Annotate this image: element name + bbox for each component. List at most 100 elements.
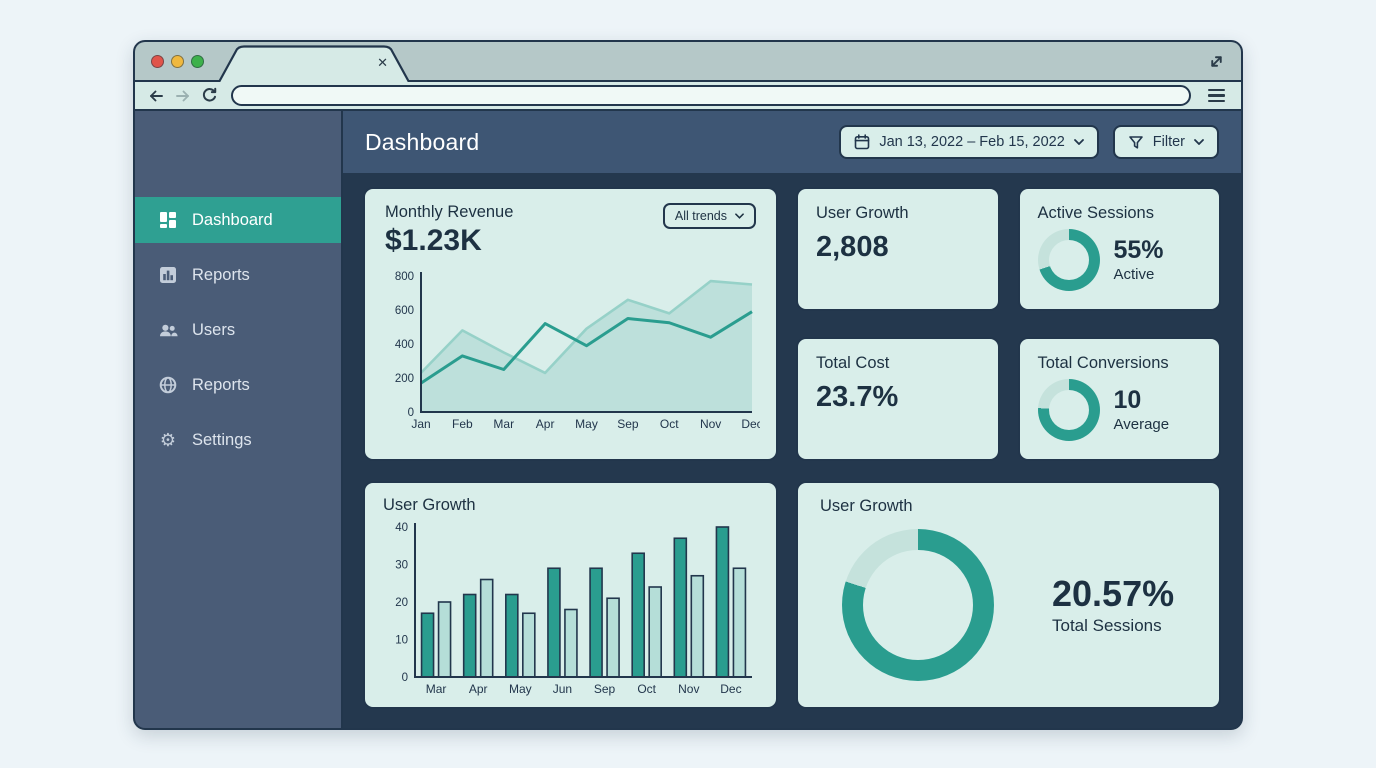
maximize-window-icon[interactable] bbox=[191, 54, 204, 68]
reload-button[interactable] bbox=[201, 87, 218, 104]
sidebar-item-reports-2[interactable]: Reports bbox=[135, 362, 341, 408]
sidebar: Dashboard Reports bbox=[135, 111, 341, 728]
page-title: Dashboard bbox=[365, 128, 480, 155]
date-range-button[interactable]: Jan 13, 2022 – Feb 15, 2022 bbox=[839, 125, 1099, 159]
svg-text:Mar: Mar bbox=[426, 682, 447, 696]
stat-grid: User Growth 2,808 Active Sessions 55% Ac… bbox=[796, 187, 1221, 461]
svg-text:40: 40 bbox=[395, 522, 408, 534]
sessions-percent-value: 20.57% bbox=[1052, 572, 1175, 614]
tab-close-icon[interactable]: ✕ bbox=[377, 55, 388, 70]
svg-text:Nov: Nov bbox=[700, 417, 721, 431]
app-frame: Dashboard Reports bbox=[135, 111, 1241, 728]
svg-text:Oct: Oct bbox=[660, 417, 679, 431]
header-actions: Jan 13, 2022 – Feb 15, 2022 Filter bbox=[839, 125, 1219, 159]
svg-text:Sep: Sep bbox=[594, 682, 616, 696]
user-growth-value: 2,808 bbox=[816, 231, 889, 263]
svg-text:Jun: Jun bbox=[553, 682, 572, 696]
sessions-donut bbox=[842, 528, 994, 681]
card-title: Total Conversions bbox=[1037, 354, 1169, 372]
card-title: Monthly Revenue bbox=[385, 203, 514, 221]
svg-text:Sep: Sep bbox=[617, 417, 639, 431]
svg-text:0: 0 bbox=[408, 407, 414, 419]
sidebar-item-label: Reports bbox=[192, 375, 250, 394]
svg-text:0: 0 bbox=[402, 672, 408, 684]
svg-text:600: 600 bbox=[395, 305, 414, 317]
svg-text:Mar: Mar bbox=[493, 417, 514, 431]
sidebar-item-label: Users bbox=[192, 320, 236, 339]
svg-text:Oct: Oct bbox=[637, 682, 656, 696]
chevron-down-icon bbox=[1194, 139, 1204, 145]
sidebar-item-reports[interactable]: Reports bbox=[135, 252, 341, 298]
back-button[interactable] bbox=[147, 88, 165, 104]
close-window-icon[interactable] bbox=[151, 54, 164, 68]
users-icon bbox=[158, 321, 178, 339]
sessions-sublabel: Total Sessions bbox=[1052, 616, 1162, 636]
active-sessions-sublabel: Active bbox=[1113, 266, 1155, 284]
dashboard-grid-icon bbox=[158, 211, 178, 229]
trends-dropdown-label: All trends bbox=[674, 209, 727, 223]
total-cost-card: Total Cost 23.7% bbox=[796, 337, 1000, 461]
globe-icon bbox=[158, 376, 178, 394]
tab-shape bbox=[218, 45, 410, 83]
total-conversions-sublabel: Average bbox=[1113, 416, 1170, 434]
svg-text:Dec: Dec bbox=[741, 417, 760, 431]
dashboard-content: Monthly Revenue $1.23K All trends 0 200 40… bbox=[343, 173, 1241, 728]
card-title: User Growth bbox=[816, 204, 909, 222]
trends-dropdown[interactable]: All trends bbox=[662, 203, 756, 229]
svg-text:Dec: Dec bbox=[720, 682, 741, 696]
menu-icon[interactable] bbox=[1208, 88, 1225, 103]
minimize-window-icon[interactable] bbox=[171, 54, 184, 68]
svg-text:Apr: Apr bbox=[469, 682, 488, 696]
svg-text:May: May bbox=[509, 682, 532, 696]
chevron-down-icon bbox=[1073, 139, 1084, 145]
svg-text:10: 10 bbox=[395, 635, 408, 647]
user-growth-bar-card: User Growth Mar Apr May Jun Sep Oct Nov Dec 0 10 2… bbox=[363, 481, 778, 709]
sidebar-item-dashboard[interactable]: Dashboard bbox=[135, 197, 341, 243]
calendar-icon bbox=[855, 134, 870, 150]
card-title: Active Sessions bbox=[1037, 204, 1154, 222]
filter-funnel-icon bbox=[1128, 135, 1143, 149]
svg-text:Nov: Nov bbox=[678, 682, 699, 696]
gear-icon: ⚙ bbox=[159, 430, 177, 450]
expand-window-icon[interactable] bbox=[1208, 53, 1225, 70]
browser-tab[interactable]: ✕ bbox=[218, 45, 410, 83]
forward-button[interactable] bbox=[174, 88, 192, 104]
sidebar-item-label: Settings bbox=[192, 430, 252, 449]
filter-button[interactable]: Filter bbox=[1112, 125, 1219, 159]
monthly-revenue-line-chart: 0 200 400 600 800 Jan Feb Mar Apr May Sep Oct Nov Dec bbox=[385, 268, 763, 441]
monthly-revenue-card: Monthly Revenue $1.23K All trends 0 200 40… bbox=[363, 187, 778, 461]
browser-window: ✕ bbox=[133, 40, 1243, 730]
user-growth-bar-chart: Mar Apr May Jun Sep Oct Nov Dec 0 10 20 30 40 bbox=[383, 519, 758, 706]
svg-text:30: 30 bbox=[395, 560, 408, 572]
card-title: Total Cost bbox=[816, 354, 890, 372]
traffic-lights bbox=[135, 54, 218, 68]
svg-text:400: 400 bbox=[395, 339, 414, 351]
sidebar-item-settings[interactable]: ⚙ Settings bbox=[135, 417, 341, 463]
sidebar-item-label: Reports bbox=[192, 265, 250, 284]
svg-text:Apr: Apr bbox=[536, 417, 555, 431]
sidebar-item-users[interactable]: Users bbox=[135, 307, 341, 353]
active-sessions-card: Active Sessions 55% Active bbox=[1017, 187, 1221, 311]
active-sessions-value: 55% bbox=[1113, 235, 1164, 264]
chevron-down-icon bbox=[735, 213, 744, 219]
total-conversions-card: Total Conversions 10 Average bbox=[1017, 337, 1221, 461]
card-title: User Growth bbox=[383, 496, 476, 514]
date-range-label: Jan 13, 2022 – Feb 15, 2022 bbox=[879, 134, 1065, 150]
sidebar-item-label: Dashboard bbox=[192, 210, 273, 229]
browser-navbar bbox=[135, 80, 1241, 111]
user-growth-card: User Growth 2,808 bbox=[796, 187, 1000, 311]
svg-text:Jan: Jan bbox=[411, 417, 430, 431]
active-sessions-donut bbox=[1037, 229, 1100, 291]
total-cost-value: 23.7% bbox=[816, 381, 899, 413]
card-title: User Growth bbox=[820, 497, 913, 515]
page-header: Dashboard Jan 13, 2022 – Feb 15, 2022 bbox=[343, 111, 1241, 173]
main-area: Dashboard Jan 13, 2022 – Feb 15, 2022 bbox=[341, 111, 1241, 728]
total-conversions-donut bbox=[1037, 379, 1100, 441]
svg-text:Feb: Feb bbox=[452, 417, 473, 431]
svg-text:800: 800 bbox=[395, 271, 414, 283]
url-input[interactable] bbox=[231, 85, 1191, 106]
user-growth-donut-card: User Growth 20.57% Total Sessions bbox=[796, 481, 1221, 709]
monthly-revenue-value: $1.23K bbox=[385, 224, 482, 257]
filter-label: Filter bbox=[1152, 134, 1185, 150]
tab-bar: ✕ bbox=[135, 42, 1241, 83]
